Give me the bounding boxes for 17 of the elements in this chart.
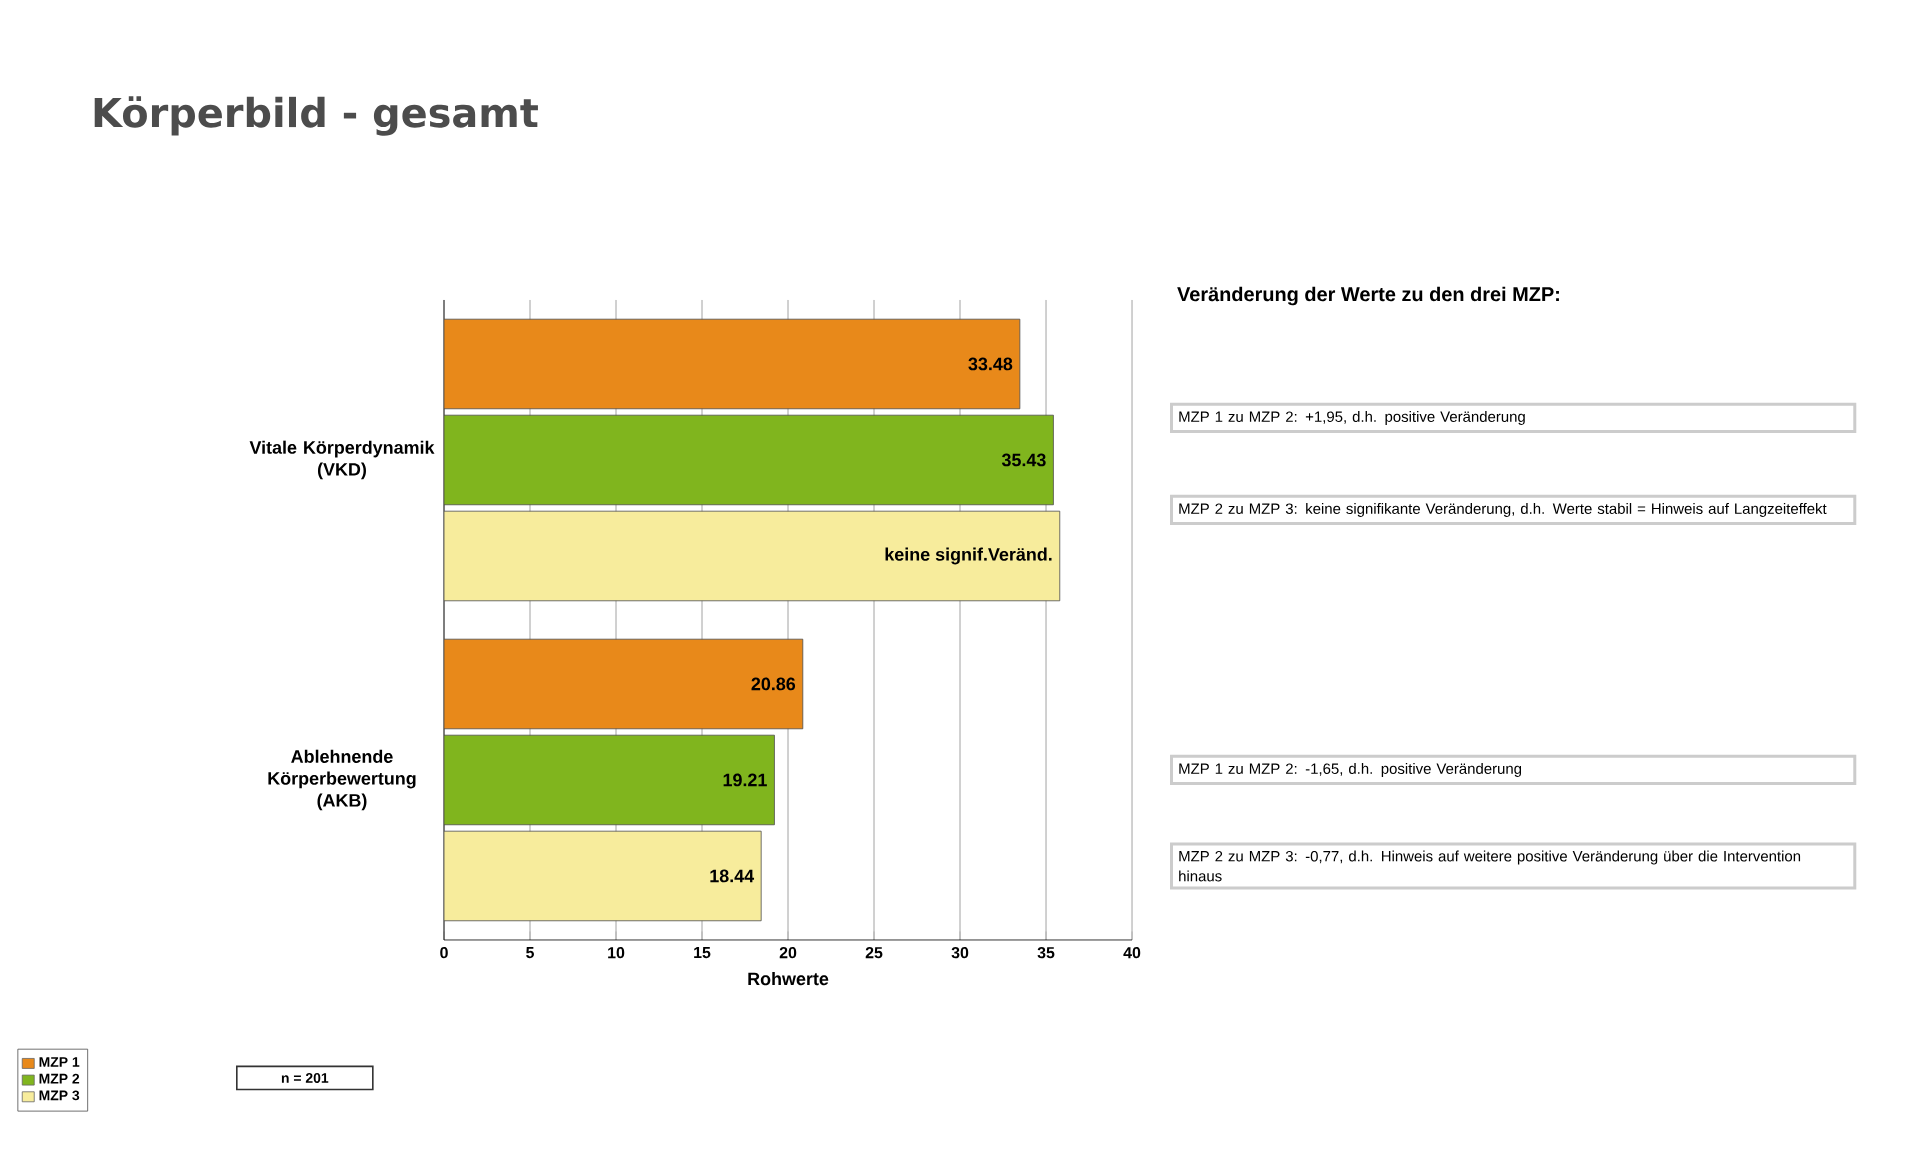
y-tick-label: Vitale Körperdynamik (VKD)	[249, 440, 435, 480]
bar	[444, 510, 1061, 602]
y-tick-label: Ablehnende Körperbewertung (AKB)	[268, 749, 416, 811]
data-label: 20.86	[751, 677, 796, 691]
data-label: 19.21	[723, 773, 767, 787]
data-label: 33.48	[968, 357, 1013, 371]
chart-title: Körperbild - gesamt	[94, 96, 538, 136]
bar	[444, 414, 1054, 506]
data-label: keine signif.Veränd.	[885, 547, 1052, 565]
data-label: 18.44	[710, 869, 755, 883]
bar	[444, 638, 804, 730]
bar	[444, 318, 1021, 410]
bar	[444, 734, 775, 826]
x-axis-title: Rohwerte	[748, 972, 829, 986]
bar	[444, 830, 762, 922]
text: Veränderung der Werte zu den drei MZP:	[1177, 286, 1559, 306]
data-label: 35.43	[1001, 453, 1046, 467]
